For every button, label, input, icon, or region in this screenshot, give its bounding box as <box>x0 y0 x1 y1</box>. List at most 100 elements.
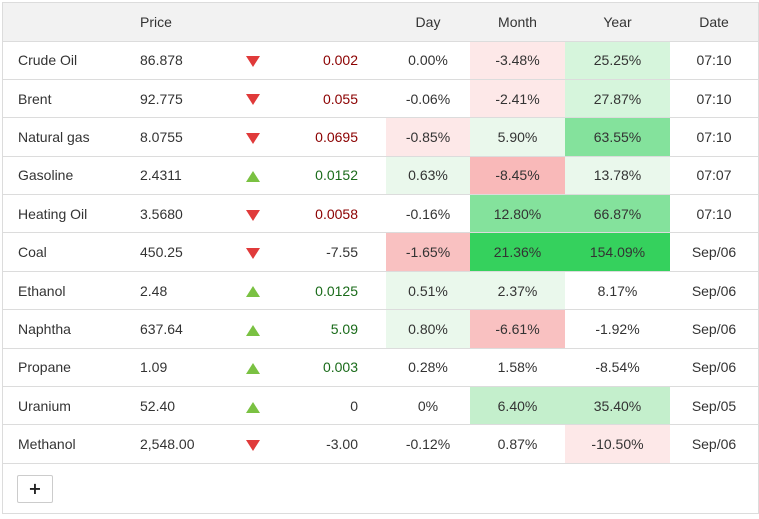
year-change: 8.17% <box>597 282 638 299</box>
commodity-name[interactable]: Gasoline <box>18 167 74 184</box>
table-row[interactable]: Heating Oil 3.5680 0.0058 -0.16% 12.80% 66.87… <box>3 194 758 233</box>
commodity-price: 2,548.00 <box>140 436 195 453</box>
last-updated: 07:10 <box>696 128 732 145</box>
arrow-up-icon <box>246 286 260 298</box>
last-updated: Sep/05 <box>691 397 737 414</box>
header-arrow <box>233 3 273 41</box>
day-change: -0.06% <box>405 90 451 107</box>
commodity-name[interactable]: Heating Oil <box>18 205 88 222</box>
month-change: -6.61% <box>470 309 565 349</box>
commodity-name[interactable]: Brent <box>18 90 52 107</box>
month-change: 2.37% <box>470 271 565 310</box>
year-change: -8.54% <box>595 359 640 376</box>
direction-indicator <box>233 41 273 79</box>
last-updated: Sep/06 <box>691 436 737 453</box>
month-change: -8.45% <box>470 156 565 195</box>
table-row[interactable]: Gasoline 2.4311 0.0152 0.63% -8.45% 13.78% 07:… <box>3 156 758 195</box>
price-change: 0 <box>350 397 358 414</box>
arrow-down-icon <box>246 94 260 106</box>
day-change: 0.28% <box>408 359 448 376</box>
table-row[interactable]: Ethanol 2.48 0.0125 0.51% 2.37% 8.17% Sep/06 <box>3 271 758 310</box>
commodity-name[interactable]: Methanol <box>18 436 76 453</box>
direction-indicator <box>233 348 273 386</box>
plus-icon: + <box>28 479 42 498</box>
add-button[interactable]: + <box>17 475 53 503</box>
year-change: -10.50% <box>565 424 670 464</box>
direction-indicator <box>233 156 273 194</box>
commodity-name[interactable]: Ethanol <box>18 282 66 299</box>
arrow-down-icon <box>246 55 260 67</box>
year-change: 63.55% <box>565 117 670 157</box>
day-change: -0.12% <box>405 436 451 453</box>
arrow-up-icon <box>246 363 260 375</box>
header-date[interactable]: Date <box>699 13 729 30</box>
commodity-price: 2.48 <box>140 282 168 299</box>
header-price[interactable]: Price <box>140 13 172 30</box>
month-change: -3.48% <box>470 41 565 80</box>
year-change: 154.09% <box>565 232 670 272</box>
year-change: -1.92% <box>595 320 640 337</box>
commodity-price: 450.25 <box>140 244 183 261</box>
day-change: -0.16% <box>405 205 451 222</box>
arrow-up-icon <box>246 401 260 413</box>
direction-indicator <box>233 233 273 271</box>
day-change: 0% <box>417 397 439 414</box>
last-updated: Sep/06 <box>691 320 737 337</box>
month-change: 0.87% <box>497 436 538 453</box>
direction-indicator <box>233 310 273 348</box>
commodity-price: 3.5680 <box>140 205 183 222</box>
last-updated: 07:07 <box>696 167 732 184</box>
day-change: 0.00% <box>408 52 448 69</box>
day-change: -0.85% <box>386 117 470 157</box>
price-change: 0.0695 <box>315 128 358 145</box>
last-updated: Sep/06 <box>691 359 737 376</box>
month-change: 5.90% <box>470 117 565 157</box>
last-updated: 07:10 <box>696 205 732 222</box>
commodity-name[interactable]: Propane <box>18 359 71 376</box>
direction-indicator <box>233 79 273 117</box>
table-row[interactable]: Propane 1.09 0.003 0.28% 1.58% -8.54% Sep/06 <box>3 348 758 386</box>
commodity-name[interactable]: Uranium <box>18 397 71 414</box>
direction-indicator <box>233 425 273 463</box>
table-row[interactable]: Naphtha 637.64 5.09 0.80% -6.61% -1.92% Sep/06 <box>3 309 758 349</box>
header-year[interactable]: Year <box>603 13 632 30</box>
header-name <box>3 3 140 41</box>
arrow-up-icon <box>246 171 260 183</box>
arrow-down-icon <box>246 439 260 451</box>
year-change: 35.40% <box>565 386 670 425</box>
day-change: 0.51% <box>386 271 470 310</box>
last-updated: 07:10 <box>696 90 732 107</box>
year-change: 27.87% <box>565 79 670 118</box>
direction-indicator <box>233 195 273 233</box>
price-change: -7.55 <box>326 244 358 261</box>
arrow-up-icon <box>246 324 260 336</box>
month-change: 12.80% <box>470 194 565 233</box>
commodity-name[interactable]: Naphtha <box>18 320 71 337</box>
price-change: 0.0058 <box>315 205 358 222</box>
month-change: 21.36% <box>470 232 565 272</box>
table-row[interactable]: Coal 450.25 -7.55 -1.65% 21.36% 154.09% Sep/06 <box>3 232 758 272</box>
commodity-name[interactable]: Crude Oil <box>18 52 78 69</box>
commodity-name[interactable]: Coal <box>18 244 47 261</box>
price-change: 0.003 <box>322 359 358 376</box>
commodity-price: 1.09 <box>140 359 168 376</box>
table-row[interactable]: Natural gas 8.0755 0.0695 -0.85% 5.90% 63.55%… <box>3 117 758 157</box>
price-change: 0.055 <box>322 90 358 107</box>
commodity-name[interactable]: Natural gas <box>18 128 90 145</box>
direction-indicator <box>233 118 273 156</box>
table-row[interactable]: Brent 92.775 0.055 -0.06% -2.41% 27.87% 07:10 <box>3 79 758 118</box>
header-day[interactable]: Day <box>415 13 441 30</box>
table-row[interactable]: Crude Oil 86.878 0.002 0.00% -3.48% 25.25% 07:… <box>3 41 758 80</box>
direction-indicator <box>233 387 273 425</box>
table-row[interactable]: Methanol 2,548.00 -3.00 -0.12% 0.87% -10.50% S… <box>3 424 758 464</box>
year-change: 13.78% <box>565 156 670 195</box>
price-change: 5.09 <box>330 320 358 337</box>
day-change: -1.65% <box>386 232 470 272</box>
table-header-row: Price Day Month Year Date <box>3 3 758 41</box>
table-row[interactable]: Uranium 52.40 0 0% 6.40% 35.40% Sep/05 <box>3 386 758 425</box>
header-month[interactable]: Month <box>498 13 537 30</box>
table-body: Crude Oil 86.878 0.002 0.00% -3.48% 25.25% 07:… <box>3 41 758 464</box>
price-change: 0.002 <box>322 52 358 69</box>
year-change: 66.87% <box>565 194 670 233</box>
